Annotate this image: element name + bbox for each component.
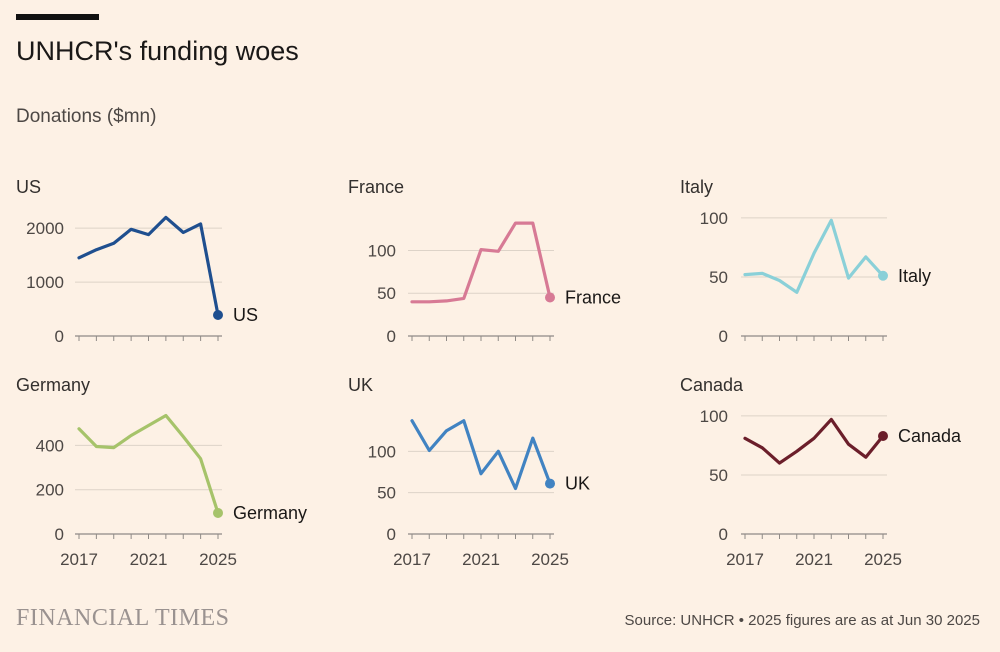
end-point-italy [878,270,888,281]
series-label-germany: Germany [233,503,307,523]
series-line-canada [743,417,885,465]
y-tick-label-france: 100 [368,241,396,260]
end-point-france [545,292,555,303]
brand-bar [16,14,99,20]
end-point-canada [878,430,888,441]
series-label-canada: Canada [898,426,962,446]
y-tick-label-canada: 100 [700,407,728,426]
y-tick-label-italy: 100 [700,209,728,228]
panel-title-us: US [16,177,42,197]
y-tick-label-uk: 100 [368,442,396,461]
y-tick-label-germany: 400 [36,436,64,455]
panel-title-france: France [348,177,405,197]
x-tick-label-germany: 2017 [60,550,98,569]
y-tick-label-france: 0 [387,327,396,346]
panel-title-uk: UK [348,375,374,395]
series-line-italy [743,218,885,294]
y-tick-label-germany: 0 [55,525,64,544]
y-tick-label-canada: 0 [719,525,728,544]
y-tick-label-canada: 50 [709,466,728,485]
chart-title: UNHCR's funding woes [16,36,299,66]
x-tick-label-uk: 2021 [462,550,500,569]
x-tick-label-uk: 2017 [393,550,431,569]
x-tick-label-canada: 2017 [726,550,764,569]
series-line-uk [410,419,552,491]
y-tick-label-germany: 200 [36,481,64,500]
series-line-germany [77,413,220,515]
x-tick-label-canada: 2021 [795,550,833,569]
ft-logo: FINANCIAL TIMES [16,605,230,631]
panel-title-italy: Italy [680,177,714,197]
y-tick-label-us: 0 [55,327,64,346]
y-tick-label-us: 1000 [26,273,64,292]
x-tick-label-germany: 2021 [130,550,168,569]
chart-subtitle: Donations ($mn) [16,106,157,127]
series-label-italy: Italy [898,266,931,286]
end-point-us [213,309,223,320]
x-tick-label-uk: 2025 [531,550,569,569]
series-label-france: France [565,288,621,308]
source-note: Source: UNHCR • 2025 figures are as at J… [624,612,980,629]
y-tick-label-uk: 50 [377,484,396,503]
y-tick-label-france: 50 [377,284,396,303]
series-label-uk: UK [565,474,590,494]
panel-title-canada: Canada [680,375,744,395]
y-tick-label-italy: 50 [709,268,728,287]
x-tick-label-canada: 2025 [864,550,902,569]
series-line-france [410,221,552,304]
series-line-us [77,215,220,317]
y-tick-label-italy: 0 [719,327,728,346]
small-multiples-chart: 010002000US050100France050100Italy020040… [26,209,962,569]
end-point-uk [545,478,555,489]
y-tick-label-uk: 0 [387,525,396,544]
series-label-us: US [233,305,258,325]
y-tick-label-us: 2000 [26,219,64,238]
x-tick-label-germany: 2025 [199,550,237,569]
panel-title-germany: Germany [16,375,91,395]
end-point-germany [213,507,223,518]
